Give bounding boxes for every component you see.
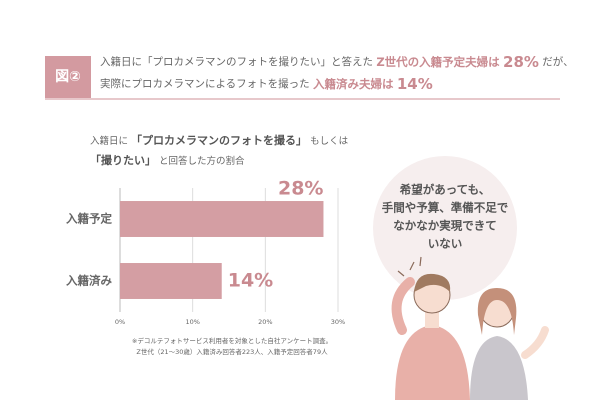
footnote: ※デコルテフォトサービス利用者を対象とした自社アンケート調査。 xyxy=(132,336,332,345)
illustration xyxy=(391,256,549,400)
x-tick-label: 20% xyxy=(258,318,272,326)
man-arm xyxy=(391,277,415,335)
title-text: 入籍日に xyxy=(90,135,128,147)
header-text: 14% xyxy=(397,75,433,93)
footnote: Z世代（21〜30歳）入籍済み回答者223人、入籍予定回答者79人 xyxy=(136,347,328,356)
woman-arm xyxy=(521,326,549,359)
callout-bubble xyxy=(373,156,517,300)
x-tick-label: 10% xyxy=(185,318,199,326)
header-text: だが、 xyxy=(542,55,573,68)
woman-body xyxy=(470,336,528,400)
header-line: 入籍日に「プロカメラマンのフォトを撮りたい」と答えた Z世代の入籍予定夫婦は 2… xyxy=(100,53,574,71)
header-text: Z世代の入籍予定夫婦は xyxy=(376,55,500,69)
man-body xyxy=(395,325,470,400)
header-text: 入籍日に「プロカメラマンのフォトを撮りたい」と答えた xyxy=(100,55,373,68)
bar xyxy=(120,201,324,237)
man-hair xyxy=(414,273,451,292)
header-text: 入籍済み夫婦は xyxy=(313,77,394,91)
badge-text: 図② xyxy=(55,69,81,85)
category-label: 入籍予定 xyxy=(66,212,112,226)
worry-marks xyxy=(397,256,422,277)
title-text: 「撮りたい」 xyxy=(90,153,156,167)
callout-text: いない xyxy=(428,237,463,251)
chart-title: 入籍日に 「プロカメラマンのフォトを撮る」 もしくは xyxy=(90,133,349,147)
x-tick-label: 30% xyxy=(331,318,345,326)
badge xyxy=(45,56,91,98)
header-text: 実際にプロカメラマンによるフォトを撮った xyxy=(100,77,310,90)
value-label: 28% xyxy=(278,178,323,200)
chart-title: 「撮りたい」 と回答した方の割合 xyxy=(90,153,245,167)
man-neck xyxy=(425,310,439,328)
category-label: 入籍済み xyxy=(66,274,112,288)
title-text: もしくは xyxy=(310,136,349,147)
title-text: と回答した方の割合 xyxy=(159,155,245,167)
bar xyxy=(120,263,222,299)
x-tick-label: 0% xyxy=(115,318,125,326)
callout-text: なかなか実現できて xyxy=(393,219,497,233)
callout-text: 手間や予算、準備不足で xyxy=(382,201,509,215)
header-line: 実際にプロカメラマンによるフォトを撮った 入籍済み夫婦は 14% xyxy=(100,75,433,93)
header-text: 28% xyxy=(503,53,539,71)
callout-text: 希望があっても、 xyxy=(399,183,491,197)
woman-hair xyxy=(477,288,517,335)
title-text: 「プロカメラマンのフォトを撮る」 xyxy=(131,133,307,147)
value-label: 14% xyxy=(228,270,273,292)
